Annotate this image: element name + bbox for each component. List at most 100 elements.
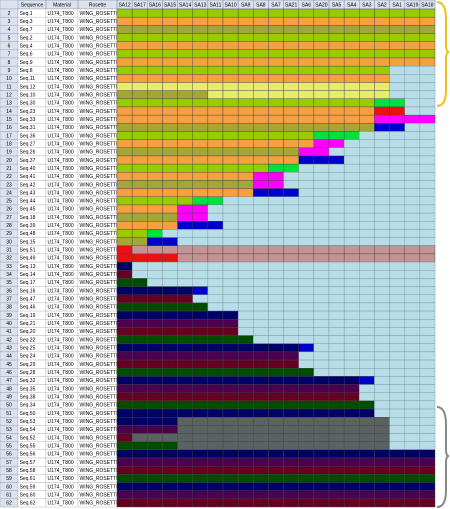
sa-cell xyxy=(116,351,133,361)
sa-cell xyxy=(268,368,284,377)
sa-cell xyxy=(328,392,345,402)
sa-cell xyxy=(313,82,330,91)
sequence-cell: Seq.35 xyxy=(20,386,36,392)
sa-cell xyxy=(131,343,148,353)
sa-cell xyxy=(313,465,330,475)
sa-cell xyxy=(268,139,284,148)
sa-cell xyxy=(359,180,375,189)
sa-cell xyxy=(207,163,224,173)
sa-cell xyxy=(177,237,193,246)
sa-cell xyxy=(192,368,209,377)
sa-cell xyxy=(404,310,421,320)
sa-cell xyxy=(222,25,239,34)
sa-cell xyxy=(253,49,269,59)
sa-cell xyxy=(328,294,345,304)
sa-cell xyxy=(298,139,315,148)
sa-cell xyxy=(192,286,209,295)
row-number: 45 xyxy=(6,362,12,368)
sa-cell xyxy=(192,49,209,59)
sa-cell xyxy=(222,114,239,124)
sa-cell xyxy=(192,221,209,230)
sa-column-header: SA13 xyxy=(194,2,206,8)
sa-cell xyxy=(328,212,345,222)
material-cell: U174_T800 xyxy=(48,427,74,433)
sa-cell xyxy=(298,310,315,320)
sa-cell xyxy=(374,343,390,353)
sa-cell xyxy=(162,229,178,238)
sa-cell xyxy=(207,359,224,369)
sa-cell xyxy=(222,425,239,434)
sa-cell xyxy=(177,376,193,385)
sa-cell xyxy=(131,359,148,369)
sa-cell xyxy=(268,16,284,26)
sa-cell xyxy=(131,65,148,75)
sa-cell xyxy=(162,278,178,287)
sa-cell xyxy=(162,204,178,214)
sa-cell xyxy=(192,57,209,67)
material-cell: U174_T800 xyxy=(48,501,74,507)
sa-cell xyxy=(192,82,209,91)
sa-cell xyxy=(404,155,421,165)
sa-cell xyxy=(131,490,148,500)
sa-cell xyxy=(192,335,209,344)
sa-cell xyxy=(192,229,209,238)
sa-cell xyxy=(253,327,269,336)
sa-cell xyxy=(237,498,254,508)
sa-cell xyxy=(237,41,254,51)
sa-cell xyxy=(116,392,133,402)
sa-cell xyxy=(253,147,269,157)
row-number: 58 xyxy=(6,468,12,474)
sa-cell xyxy=(177,49,193,59)
sa-cell xyxy=(237,98,254,108)
sa-cell xyxy=(298,376,315,385)
sequence-cell: Seq.27 xyxy=(20,141,36,147)
sa-cell xyxy=(343,65,360,75)
sa-cell xyxy=(253,498,269,508)
sa-cell xyxy=(343,392,360,402)
material-cell: U174_T800 xyxy=(48,231,74,237)
sa-cell xyxy=(268,335,284,344)
sa-cell xyxy=(177,270,193,279)
sa-cell xyxy=(283,147,299,157)
sa-cell xyxy=(177,33,193,42)
sa-cell xyxy=(298,82,315,91)
sa-cell xyxy=(237,90,254,100)
sa-cell xyxy=(404,57,421,67)
sa-cell xyxy=(404,221,421,230)
sa-cell xyxy=(359,16,375,26)
sa-cell xyxy=(131,188,148,197)
sa-cell xyxy=(177,384,193,393)
sa-cell xyxy=(192,188,209,197)
sa-cell xyxy=(207,16,224,26)
rosette-cell: WING_ROSETTE xyxy=(80,141,121,147)
sa-cell xyxy=(147,253,163,263)
sa-cell xyxy=(283,335,299,344)
sa-cell xyxy=(131,41,148,51)
sa-cell xyxy=(268,221,284,230)
row-number: 35 xyxy=(6,280,12,286)
sa-cell xyxy=(147,433,163,442)
sa-cell xyxy=(147,368,163,377)
row-number: 51 xyxy=(6,411,12,417)
sa-cell xyxy=(404,465,421,475)
row-number: 12 xyxy=(6,92,12,98)
sa-cell xyxy=(313,253,330,263)
sa-cell xyxy=(404,196,421,206)
sa-cell xyxy=(389,188,405,197)
sa-cell xyxy=(162,433,178,442)
sa-cell xyxy=(131,441,148,451)
sa-cell xyxy=(328,368,345,377)
sa-cell xyxy=(283,155,299,165)
sa-cell xyxy=(389,172,405,181)
rosette-cell: WING_ROSETTE xyxy=(80,305,121,311)
sa-cell xyxy=(389,139,405,148)
sa-cell xyxy=(313,286,330,295)
sa-cell xyxy=(162,172,178,181)
sa-cell xyxy=(359,441,375,451)
row-number: 60 xyxy=(6,484,12,490)
sa-cell xyxy=(374,319,390,328)
sa-cell xyxy=(389,196,405,206)
sa-cell xyxy=(192,408,209,418)
sa-cell xyxy=(162,270,178,279)
sa-cell xyxy=(343,425,360,434)
